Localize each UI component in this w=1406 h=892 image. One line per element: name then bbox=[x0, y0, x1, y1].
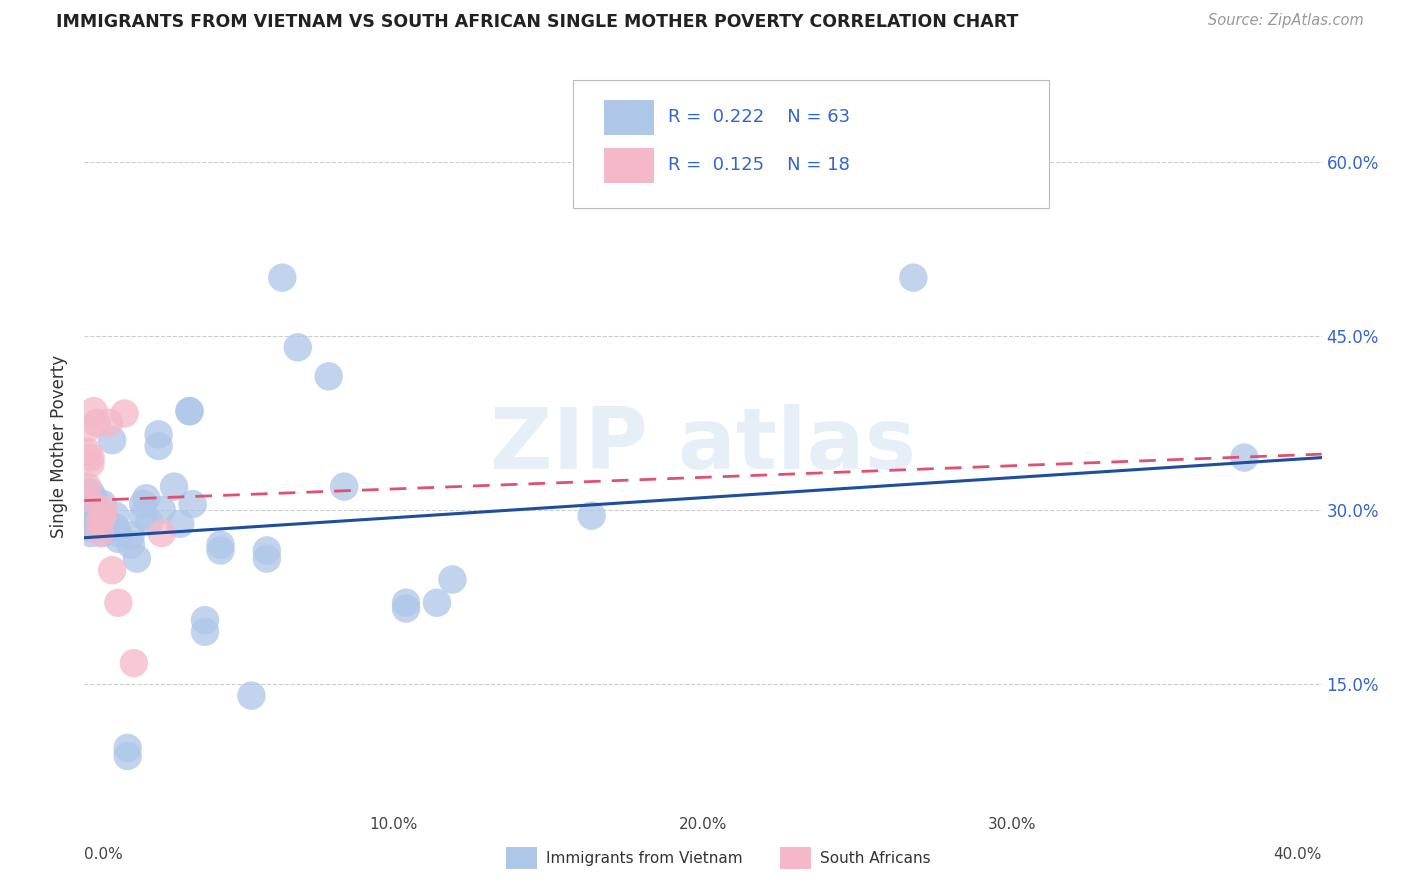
Text: R =  0.125    N = 18: R = 0.125 N = 18 bbox=[668, 156, 851, 174]
Text: Immigrants from Vietnam: Immigrants from Vietnam bbox=[546, 851, 742, 865]
Point bbox=[76, 445, 98, 459]
Point bbox=[79, 457, 101, 471]
Point bbox=[89, 508, 111, 523]
Point bbox=[89, 515, 111, 529]
Point bbox=[150, 503, 173, 517]
Point bbox=[76, 520, 98, 534]
Point bbox=[89, 520, 111, 534]
Point bbox=[132, 508, 155, 523]
Point bbox=[150, 526, 173, 541]
Point bbox=[441, 573, 464, 587]
Point bbox=[83, 503, 105, 517]
Point bbox=[194, 624, 217, 639]
Point bbox=[125, 551, 148, 566]
Point bbox=[101, 433, 124, 447]
Point bbox=[86, 503, 108, 517]
Point bbox=[89, 526, 111, 541]
Point bbox=[79, 526, 101, 541]
Point bbox=[107, 532, 129, 546]
Point bbox=[209, 538, 232, 552]
Point bbox=[117, 740, 139, 755]
Point bbox=[76, 485, 98, 500]
Point bbox=[333, 480, 356, 494]
Point bbox=[181, 497, 204, 511]
Text: R =  0.222    N = 63: R = 0.222 N = 63 bbox=[668, 108, 851, 126]
Point bbox=[117, 749, 139, 764]
Point bbox=[98, 416, 121, 430]
Point bbox=[581, 508, 603, 523]
Text: IMMIGRANTS FROM VIETNAM VS SOUTH AFRICAN SINGLE MOTHER POVERTY CORRELATION CHART: IMMIGRANTS FROM VIETNAM VS SOUTH AFRICAN… bbox=[56, 13, 1018, 31]
Point bbox=[104, 520, 127, 534]
Point bbox=[1233, 450, 1256, 465]
Y-axis label: Single Mother Poverty: Single Mother Poverty bbox=[51, 354, 69, 538]
Point bbox=[91, 503, 114, 517]
Text: ZIP atlas: ZIP atlas bbox=[491, 404, 915, 488]
FancyBboxPatch shape bbox=[605, 147, 654, 183]
Point bbox=[194, 613, 217, 627]
Point bbox=[94, 515, 117, 529]
Point bbox=[903, 270, 925, 285]
FancyBboxPatch shape bbox=[574, 80, 1049, 209]
Point bbox=[395, 601, 418, 615]
Point bbox=[104, 508, 127, 523]
Point bbox=[91, 508, 114, 523]
Point bbox=[209, 543, 232, 558]
Point bbox=[135, 491, 157, 506]
Point bbox=[76, 491, 98, 506]
Point bbox=[91, 526, 114, 541]
Point bbox=[179, 404, 201, 418]
Point bbox=[83, 491, 105, 506]
Point bbox=[83, 515, 105, 529]
Point bbox=[179, 404, 201, 418]
Point bbox=[148, 427, 170, 442]
Point bbox=[122, 656, 145, 670]
Point bbox=[107, 596, 129, 610]
Text: South Africans: South Africans bbox=[820, 851, 931, 865]
Point bbox=[91, 508, 114, 523]
Point bbox=[148, 439, 170, 453]
Point bbox=[101, 563, 124, 577]
Point bbox=[79, 497, 101, 511]
Point bbox=[86, 520, 108, 534]
Point bbox=[271, 270, 294, 285]
Point bbox=[86, 416, 108, 430]
Point bbox=[132, 497, 155, 511]
Point bbox=[114, 407, 136, 421]
Point bbox=[810, 126, 832, 140]
Point bbox=[256, 543, 278, 558]
Point bbox=[79, 485, 101, 500]
Point bbox=[318, 369, 340, 384]
Point bbox=[287, 340, 309, 354]
Text: 40.0%: 40.0% bbox=[1274, 847, 1322, 862]
Point bbox=[76, 480, 98, 494]
Point bbox=[163, 480, 186, 494]
Text: 0.0%: 0.0% bbox=[84, 847, 124, 862]
Point bbox=[256, 551, 278, 566]
Point bbox=[76, 508, 98, 523]
Point bbox=[79, 450, 101, 465]
Point bbox=[83, 404, 105, 418]
FancyBboxPatch shape bbox=[605, 100, 654, 136]
Text: Source: ZipAtlas.com: Source: ZipAtlas.com bbox=[1208, 13, 1364, 29]
Point bbox=[395, 596, 418, 610]
Point bbox=[169, 516, 191, 531]
Point bbox=[426, 596, 449, 610]
Point bbox=[120, 538, 142, 552]
Point bbox=[76, 497, 98, 511]
Point bbox=[120, 528, 142, 542]
Point bbox=[91, 497, 114, 511]
Point bbox=[240, 689, 263, 703]
Point bbox=[107, 526, 129, 541]
Point bbox=[138, 515, 160, 529]
Point bbox=[76, 421, 98, 435]
Point bbox=[79, 508, 101, 523]
